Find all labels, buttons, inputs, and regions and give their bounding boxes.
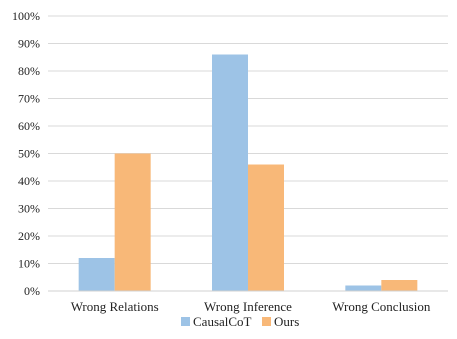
- y-tick-label: 60%: [18, 119, 40, 133]
- y-tick-label: 30%: [18, 202, 40, 216]
- legend-swatch-causalcot: [181, 317, 190, 326]
- y-tick-label: 40%: [18, 174, 40, 188]
- bar-causalcot-1: [78, 258, 115, 291]
- x-axis-ticks: Wrong Relations Wrong Inference Wrong Conc…: [71, 299, 431, 314]
- y-tick-label: 80%: [18, 64, 40, 78]
- bars: [78, 54, 418, 291]
- bar-causalcot-3: [345, 285, 382, 291]
- bar-ours-1: [114, 153, 151, 291]
- bar-ours-2: [248, 164, 284, 291]
- y-tick-label: 0%: [24, 284, 40, 298]
- y-tick-label: 70%: [18, 92, 40, 106]
- y-tick-label: 50%: [18, 147, 40, 161]
- x-tick-label: Wrong Relations: [71, 299, 159, 314]
- y-tick-label: 10%: [18, 257, 40, 271]
- x-tick-label: Wrong Inference: [204, 299, 292, 314]
- y-axis-ticks: 0% 10% 20% 30% 40% 50% 60% 70% 80% 90% 100%: [12, 9, 40, 298]
- y-tick-label: 20%: [18, 229, 40, 243]
- legend-label-causalcot: CausalCoT: [193, 314, 252, 329]
- bar-causalcot-2: [212, 54, 248, 291]
- legend-label-ours: Ours: [274, 314, 299, 329]
- y-tick-label: 90%: [18, 37, 40, 51]
- x-tick-label: Wrong Conclusion: [332, 299, 431, 314]
- y-tick-label: 100%: [12, 9, 40, 23]
- legend: CausalCoT Ours: [181, 314, 299, 329]
- bar-ours-3: [381, 280, 418, 291]
- legend-swatch-ours: [262, 317, 271, 326]
